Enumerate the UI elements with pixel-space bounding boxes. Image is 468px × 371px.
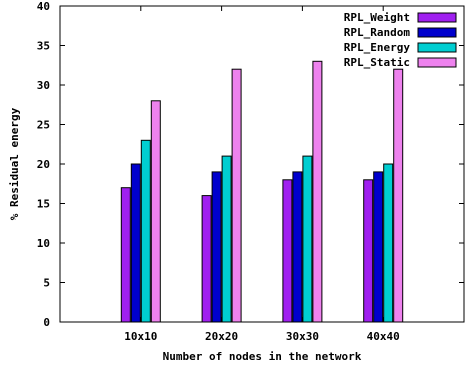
bar-rpl-random <box>211 171 222 323</box>
legend-swatch <box>417 27 457 38</box>
y-tick-label: 30 <box>37 79 50 92</box>
y-tick-label: 15 <box>37 198 50 211</box>
legend-swatch <box>417 57 457 68</box>
bar-rpl-weight <box>201 195 212 323</box>
x-tick-label: 20x20 <box>205 330 238 343</box>
bars <box>120 60 404 323</box>
bar-rpl-energy <box>221 155 232 323</box>
legend: RPL_Weight RPL_Random RPL_Energy RPL_Static <box>344 11 457 69</box>
bar-rpl-weight <box>363 179 374 323</box>
bar-rpl-energy <box>383 163 394 323</box>
legend-swatch <box>417 12 457 23</box>
legend-label: RPL_Energy <box>344 41 411 54</box>
y-tick-label: 25 <box>37 119 50 132</box>
bar-rpl-energy <box>302 155 313 323</box>
x-tick-label: 10x10 <box>124 330 157 343</box>
bar-rpl-static <box>393 68 404 323</box>
legend-label: RPL_Static <box>344 56 410 69</box>
y-tick-label: 20 <box>37 158 50 171</box>
y-tick-label: 5 <box>43 277 50 290</box>
y-tick-label: 10 <box>37 237 50 250</box>
y-tick-label: 40 <box>37 0 50 13</box>
legend-label: RPL_Weight <box>344 11 410 24</box>
bar-rpl-random <box>130 163 141 323</box>
bar-rpl-random <box>373 171 384 323</box>
bar-rpl-static <box>150 100 161 323</box>
bar-rpl-static <box>231 68 242 323</box>
bar-rpl-random <box>292 171 303 323</box>
bar-rpl-energy <box>140 139 151 323</box>
bar-rpl-weight <box>120 187 131 323</box>
y-tick-labels: 0 5 10 15 20 25 30 35 40 <box>37 0 50 329</box>
legend-swatch <box>417 42 457 53</box>
x-tick-label: 40x40 <box>367 330 400 343</box>
y-axis-label: % Residual energy <box>8 107 21 220</box>
x-tick-labels: 10x10 20x20 30x30 40x40 <box>124 330 400 343</box>
y-tick-label: 35 <box>37 40 50 53</box>
plot-frame <box>59 5 465 323</box>
x-axis-label: Number of nodes in the network <box>163 350 362 363</box>
bar-rpl-weight <box>282 179 293 323</box>
y-tick-label: 0 <box>43 316 50 329</box>
x-tick-label: 30x30 <box>286 330 319 343</box>
bar-rpl-static <box>312 60 323 323</box>
legend-label: RPL_Random <box>344 26 411 39</box>
